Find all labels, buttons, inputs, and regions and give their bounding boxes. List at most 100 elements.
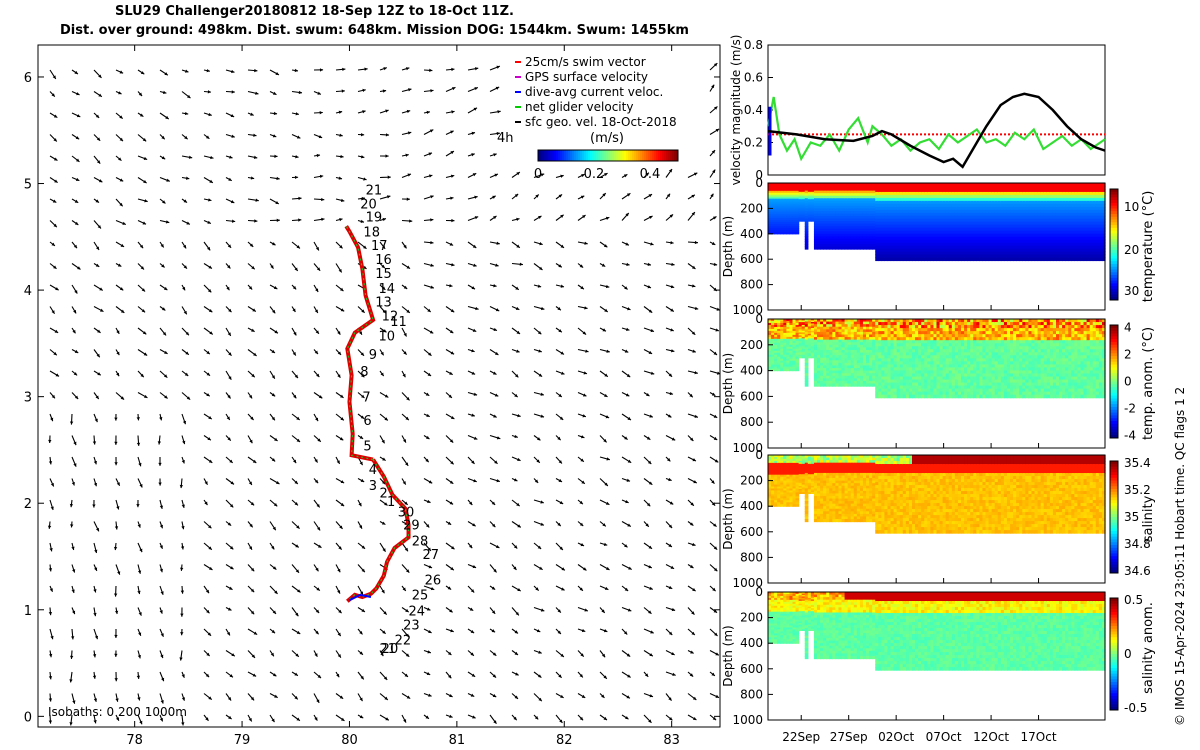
surface-velocity-arrowhead — [74, 199, 79, 203]
surface-velocity-arrowhead — [185, 176, 190, 180]
map-colorbar-cell — [556, 150, 559, 161]
surface-velocity-arrowhead — [94, 549, 98, 554]
surface-velocity-arrowhead — [274, 590, 278, 594]
surface-velocity-arrowhead — [227, 265, 231, 269]
surface-velocity-arrowhead — [230, 481, 235, 485]
surface-velocity-arrowhead — [270, 265, 274, 269]
surface-velocity-arrowhead — [340, 417, 344, 421]
surface-velocity-arrowhead — [231, 653, 235, 657]
track-day-label: 7 — [362, 390, 370, 405]
surface-velocity-arrowhead — [337, 590, 341, 594]
map-colorbar-cell — [568, 150, 571, 161]
surface-velocity-arrowhead — [250, 567, 255, 572]
track-day-label: 5 — [363, 439, 371, 454]
surface-velocity-arrowhead — [298, 90, 303, 95]
surface-velocity-arrowhead — [52, 199, 57, 203]
surface-velocity-arrowhead — [185, 331, 189, 336]
surface-velocity-arrowhead — [52, 75, 56, 79]
surface-velocity-arrowhead — [119, 70, 124, 74]
surface-velocity-arrowhead — [48, 461, 53, 465]
surface-velocity-arrowhead — [251, 654, 256, 658]
surface-velocity-arrowhead — [248, 546, 252, 550]
map-colorbar-cell — [566, 150, 569, 161]
surface-velocity-arrowhead — [119, 202, 123, 207]
surface-velocity-arrowhead — [49, 548, 53, 552]
surface-velocity-arrowhead — [142, 138, 147, 142]
section-y-tick-label: 600 — [740, 252, 763, 266]
surface-velocity-arrowhead — [181, 674, 185, 678]
surface-velocity-arrowhead — [94, 635, 99, 640]
map-colorbar-cell — [674, 150, 677, 161]
surface-velocity-arrowhead — [157, 441, 162, 445]
surface-velocity-arrowhead — [272, 673, 277, 677]
surface-velocity-arrowhead — [272, 134, 277, 138]
track-day-label: 26 — [425, 574, 442, 589]
surface-velocity-arrowhead — [228, 715, 232, 720]
surface-velocity-arrowhead — [183, 244, 187, 249]
surface-velocity-arrowhead — [231, 90, 235, 94]
surface-velocity-arrowhead — [315, 417, 319, 422]
surface-velocity-arrowhead — [229, 155, 233, 159]
surface-velocity-arrowhead — [252, 459, 257, 463]
surface-velocity-arrowhead — [294, 68, 298, 73]
surface-velocity-arrowhead — [74, 290, 78, 294]
surface-velocity-arrowhead — [181, 722, 185, 726]
surface-velocity-arrowhead — [270, 652, 274, 657]
surface-velocity-arrowhead — [227, 607, 232, 611]
map-colorbar-cell — [648, 150, 651, 161]
surface-velocity-arrowhead — [139, 113, 144, 117]
surface-velocity-arrowhead — [53, 138, 57, 142]
surface-velocity-arrowhead — [72, 329, 76, 334]
surface-velocity-arrowhead — [359, 435, 364, 439]
surface-velocity-arrowhead — [228, 376, 232, 380]
surface-velocity-arrowhead — [227, 395, 231, 399]
surface-velocity-arrowhead — [115, 717, 119, 721]
surface-velocity-arrowhead — [253, 352, 257, 356]
map-colorbar-cell — [560, 150, 563, 161]
surface-velocity-arrowhead — [70, 524, 74, 528]
map-colorbar-cell — [586, 150, 589, 161]
surface-velocity-arrowhead — [208, 309, 213, 313]
surface-velocity-arrowhead — [161, 307, 166, 311]
surface-velocity-arrowhead — [180, 546, 185, 550]
surface-velocity-arrowhead — [159, 505, 164, 509]
surface-velocity-arrowhead — [315, 330, 319, 334]
surface-velocity-arrowhead — [118, 91, 122, 95]
surface-velocity-arrowhead — [98, 74, 102, 78]
map-colorbar-cell — [666, 150, 669, 161]
surface-velocity-arrowhead — [180, 613, 184, 617]
surface-velocity-arrowhead — [143, 352, 148, 356]
surface-velocity-arrowhead — [137, 570, 142, 574]
surface-velocity-arrowhead — [138, 92, 143, 96]
surface-velocity-arrowhead — [113, 546, 118, 551]
surface-velocity-arrowhead — [73, 244, 78, 249]
surface-velocity-arrowhead — [71, 589, 75, 593]
surface-velocity-arrowhead — [316, 699, 320, 703]
surface-velocity-arrowhead — [72, 700, 76, 704]
surface-velocity-arrowhead — [185, 351, 189, 355]
surface-velocity-arrowhead — [47, 525, 52, 529]
surface-velocity-arrowhead — [337, 351, 342, 355]
surface-velocity-arrowhead — [93, 720, 97, 724]
track-day-label: 10 — [378, 330, 395, 345]
surface-velocity-arrowhead — [295, 155, 299, 159]
surface-velocity-arrowhead — [297, 589, 301, 593]
surface-velocity-arrowhead — [337, 632, 341, 637]
surface-velocity-arrowhead — [336, 673, 340, 678]
map-x-tick-label: 82 — [556, 733, 573, 748]
surface-velocity-arrowhead — [250, 588, 255, 593]
map-colorbar-cell — [658, 150, 661, 161]
map-colorbar-cell — [616, 150, 619, 161]
surface-velocity-arrowhead — [166, 178, 170, 182]
surface-velocity-arrowhead — [293, 459, 297, 464]
surface-velocity-arrowhead — [97, 329, 101, 333]
surface-velocity-arrowhead — [338, 110, 343, 114]
surface-velocity-arrowhead — [54, 329, 59, 333]
surface-velocity-arrowhead — [340, 308, 345, 312]
track-day-label: 9 — [369, 348, 377, 363]
surface-velocity-arrowhead — [294, 502, 298, 506]
track-day-label: 16 — [375, 253, 392, 268]
surface-velocity-arrowhead — [206, 350, 210, 355]
surface-velocity-arrowhead — [93, 698, 98, 702]
surface-velocity-arrowhead — [231, 219, 236, 223]
